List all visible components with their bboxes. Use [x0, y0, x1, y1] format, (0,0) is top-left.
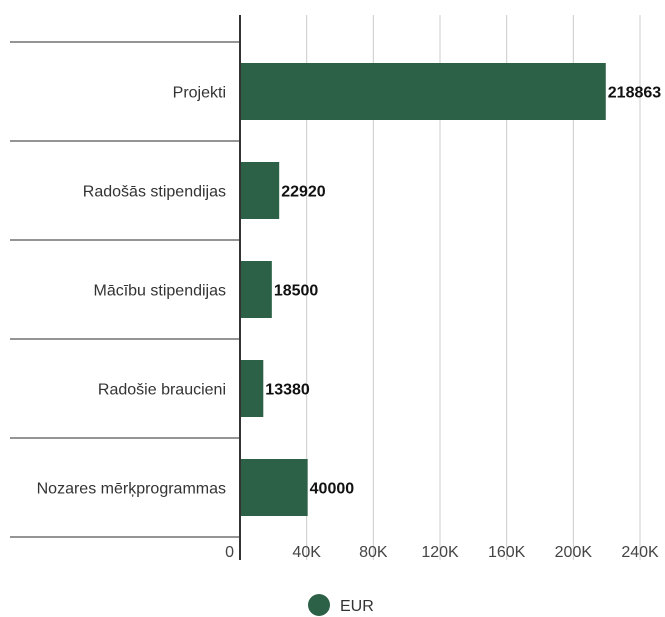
bar — [241, 261, 272, 318]
x-tick-label: 0 — [225, 544, 234, 561]
data-label: 13380 — [265, 382, 310, 399]
data-label: 218863 — [608, 85, 661, 102]
category-label: Radošie braucieni — [98, 382, 226, 399]
x-tick-labels: 0 40K 80K 120K 160K 200K 240K — [225, 544, 659, 561]
legend-label-eur: EUR — [340, 598, 374, 615]
category-labels: Projekti Radošās stipendijas Mācību stipen… — [37, 85, 226, 498]
x-tick-label: 80K — [359, 544, 388, 561]
category-label: Nozares mērķprogrammas — [37, 481, 226, 498]
data-labels: 218863 22920 18500 13380 40000 — [265, 85, 661, 498]
bar — [241, 360, 264, 417]
data-label: 18500 — [274, 283, 319, 300]
x-tick-label: 200K — [555, 544, 593, 561]
x-tick-label: 40K — [292, 544, 321, 561]
data-label: 22920 — [281, 184, 326, 201]
x-tick-label: 160K — [488, 544, 526, 561]
legend: EUR — [308, 594, 374, 616]
x-tick-label: 120K — [421, 544, 459, 561]
x-tick-label: 240K — [621, 544, 659, 561]
category-label: Mācību stipendijas — [93, 283, 226, 300]
legend-swatch-eur — [308, 594, 330, 616]
bars — [241, 63, 606, 516]
bar — [241, 162, 280, 219]
category-label: Projekti — [173, 85, 226, 102]
bar — [241, 459, 308, 516]
category-separators — [10, 41, 240, 538]
data-label: 40000 — [310, 481, 355, 498]
category-label: Radošās stipendijas — [83, 184, 226, 201]
bar — [241, 63, 606, 120]
